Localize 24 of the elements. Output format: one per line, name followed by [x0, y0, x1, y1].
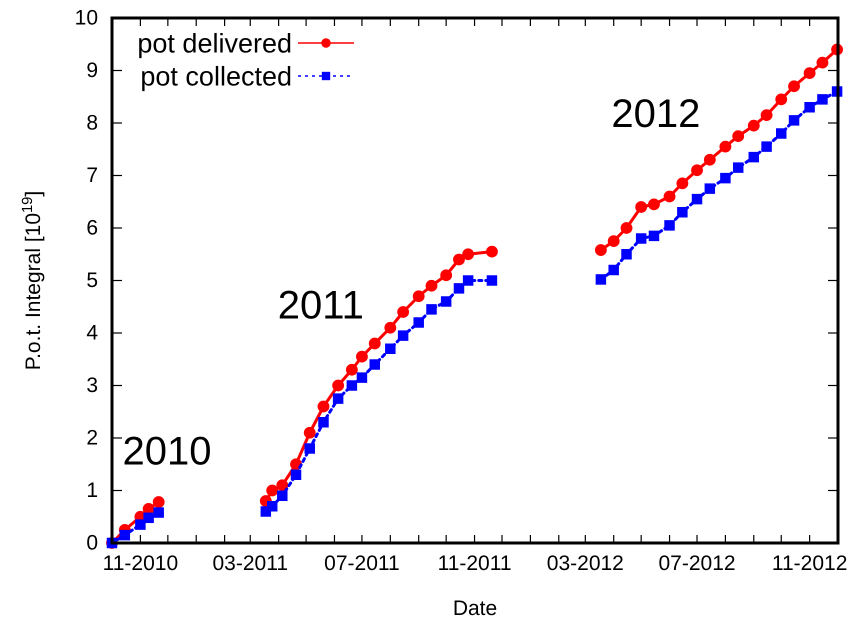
x-tick-label: 11-2010	[102, 552, 178, 575]
y-tick-label: 3	[86, 374, 98, 398]
legend-label: pot delivered	[137, 28, 292, 58]
y-tick-label: 2	[86, 426, 98, 450]
x-tick-label: 07-2012	[658, 552, 736, 575]
x-tick-label: 11-2012	[772, 552, 848, 575]
y-tick-label: 8	[86, 112, 98, 135]
x-tick-label: 03-2011	[212, 552, 288, 575]
x-tick-label: 07-2011	[324, 552, 400, 575]
x-axis-title: Date	[452, 597, 498, 620]
y-tick-label: 0	[86, 532, 98, 555]
x-tick-label: 03-2012	[546, 552, 624, 575]
y-tick-label: 1	[86, 479, 98, 502]
y-tick-label: 4	[86, 322, 98, 345]
legend-label: pot collected	[140, 61, 292, 92]
annotation: 2011	[278, 283, 364, 328]
x-tick-label: 11-2011	[438, 552, 512, 575]
y-tick-label: 7	[86, 164, 98, 188]
y-tick-label: 5	[86, 269, 98, 292]
y-tick-label: 9	[86, 59, 98, 82]
annotation: 2010	[122, 430, 212, 474]
y-tick-label: 10	[74, 6, 98, 30]
annotation: 2012	[611, 92, 700, 136]
y-tick-label: 6	[86, 216, 98, 240]
